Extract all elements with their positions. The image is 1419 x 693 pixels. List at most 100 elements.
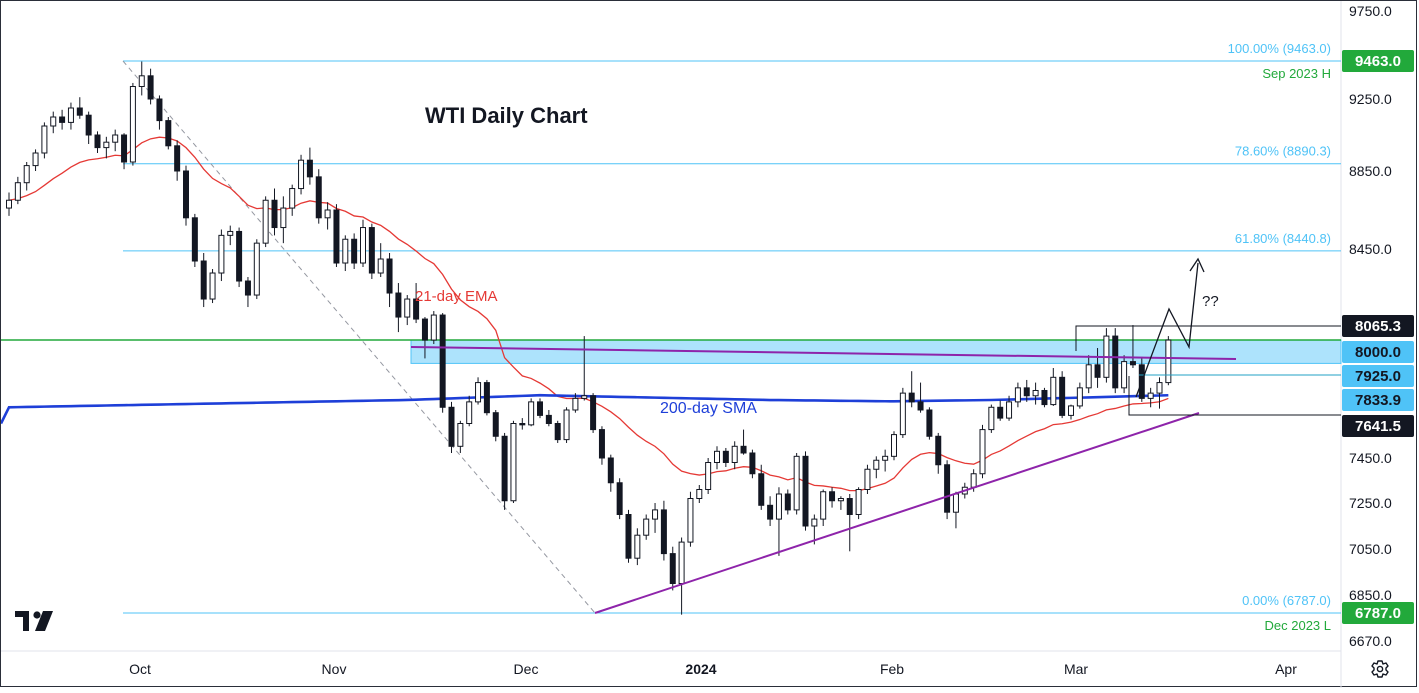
candle-up <box>952 493 959 513</box>
candle-up <box>811 518 818 527</box>
candle-down <box>784 493 791 511</box>
candle-up <box>1121 361 1128 389</box>
time-axis-label: Nov <box>322 661 347 677</box>
candle-up <box>14 182 21 201</box>
ascending-trendline <box>594 412 1200 614</box>
candle-up <box>1068 405 1074 416</box>
candle-down <box>395 292 402 318</box>
candle-up <box>687 498 694 543</box>
price-axis[interactable]: 9750.0 9250.0 8850.0 8450.0 7450.0 7250.0 7050… <box>1349 3 1392 649</box>
time-axis-label: Oct <box>129 661 151 677</box>
candle-up <box>882 455 889 461</box>
candle-up <box>873 459 880 470</box>
candle-up <box>837 498 844 502</box>
candle-up <box>41 125 48 154</box>
candle-down <box>997 406 1004 419</box>
candle-up <box>289 188 296 209</box>
candle-down <box>439 314 446 408</box>
candle-up <box>634 534 641 559</box>
candle-up <box>510 423 517 502</box>
candle-down <box>386 258 393 294</box>
candle-up <box>1050 376 1057 406</box>
price-axis-label: 6850.0 <box>1349 587 1392 603</box>
candle-down <box>59 116 66 123</box>
candle-up <box>209 272 216 300</box>
candle-down <box>1059 376 1066 416</box>
price-axis-label: 8850.0 <box>1349 163 1392 179</box>
candle-up <box>1076 387 1083 407</box>
candle-up <box>360 227 366 264</box>
dec-low-label: Dec 2023 L <box>1265 618 1332 633</box>
price-axis-label: 7450.0 <box>1349 450 1392 466</box>
candle-down <box>351 238 358 264</box>
price-tag-box <box>1342 315 1414 337</box>
candle-up <box>581 395 588 399</box>
candle-down <box>926 409 933 437</box>
candle-up <box>820 491 827 520</box>
candle-down <box>306 159 313 178</box>
candle-down <box>76 107 83 116</box>
price-tag-label: 7833.9 <box>1355 392 1401 409</box>
candle-up <box>1032 389 1039 397</box>
candle-up <box>970 473 977 488</box>
price-tag-box <box>1342 341 1414 363</box>
candle-up <box>6 199 12 209</box>
candle-up <box>103 141 110 149</box>
candle-down <box>908 392 915 403</box>
candle-down <box>660 509 667 555</box>
candle-down <box>121 134 128 163</box>
candle-up <box>112 134 119 143</box>
candle-down <box>590 395 597 431</box>
candle-up <box>899 392 906 436</box>
price-tag-label: 8000.0 <box>1355 344 1401 361</box>
time-axis-label: Feb <box>880 661 904 677</box>
sep-high-label: Sep 2023 H <box>1262 66 1331 81</box>
fib-level-label: 78.60% (8890.3) <box>1235 144 1331 159</box>
projection-arrowhead <box>1189 257 1205 273</box>
resistance-zone-box <box>410 339 1342 364</box>
candle-down <box>740 445 747 454</box>
candle-down <box>183 170 189 219</box>
candle-down <box>421 318 428 341</box>
candle-up <box>775 493 782 520</box>
candle-down <box>333 209 340 264</box>
candle-down <box>236 230 243 282</box>
candle-up <box>988 406 995 431</box>
candle-down <box>85 114 92 136</box>
price-axis-label: 7050.0 <box>1349 541 1392 557</box>
candle-down <box>846 498 853 515</box>
candle-up <box>466 401 473 425</box>
candle-up <box>1014 387 1021 403</box>
candle-up <box>1156 382 1163 394</box>
price-tag-box <box>1342 365 1414 387</box>
candle-down <box>1094 364 1101 378</box>
descending-resistance-line <box>410 346 1237 360</box>
candle-up <box>864 468 871 490</box>
sma-label: 200-day SMA <box>660 400 757 417</box>
candle-up <box>138 75 145 88</box>
candle-up <box>218 234 225 274</box>
candle-down <box>758 473 765 506</box>
candle-up <box>1085 364 1092 389</box>
settings-gear-icon[interactable] <box>1371 660 1389 678</box>
price-axis-label: 8450.0 <box>1349 241 1392 257</box>
time-axis[interactable]: Oct Nov Dec 2024 Feb Mar Apr <box>129 661 1297 677</box>
candle-up <box>793 455 800 511</box>
candle-up <box>50 116 57 127</box>
candle-down <box>767 504 774 520</box>
candle-down <box>625 514 632 559</box>
tradingview-logo-icon[interactable] <box>15 611 53 631</box>
time-axis-label: 2024 <box>685 661 716 677</box>
candle-down <box>501 435 508 502</box>
question-annotation: ?? <box>1202 293 1219 310</box>
price-tag-box <box>1342 389 1414 411</box>
candle-up <box>891 434 897 457</box>
candle-down <box>315 176 322 219</box>
candle-down <box>829 491 836 502</box>
fib-diagonal-line <box>122 60 596 614</box>
price-tag-box <box>1342 415 1414 437</box>
candle-up <box>1147 392 1154 399</box>
candle-up <box>714 450 720 463</box>
